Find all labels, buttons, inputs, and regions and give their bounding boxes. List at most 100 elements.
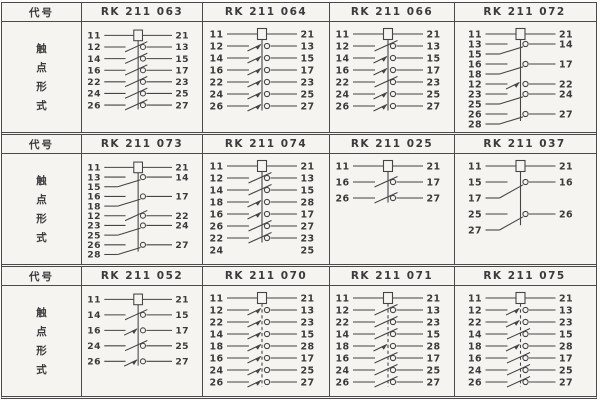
model-header-rk-211-070: RK 211 070 [202, 267, 329, 285]
terminal-number: 11 [209, 161, 223, 172]
terminal-number: 17 [559, 59, 573, 70]
changeover-contact-row: 16 17 18 [468, 59, 573, 80]
nc-contact-row: 22 23 [335, 75, 440, 88]
terminal-number: 17 [559, 353, 573, 364]
no-contact-row: 16 17 [209, 209, 314, 220]
nc-contact-row: 26 27 [468, 375, 573, 388]
contact-diagram-svg: 11 21 15 16 17 25 26 27 [468, 159, 573, 236]
terminal-number: 13 [175, 42, 189, 53]
terminal-number: 18 [335, 341, 349, 352]
terminal-number: 17 [175, 192, 189, 203]
contact-diagram-rk-211-071: 11 21 12 13 22 23 14 15 18 28 16 17 24 25 26 27 [329, 286, 454, 396]
terminal-number: 21 [427, 293, 441, 304]
terminal-number: 25 [87, 230, 101, 241]
terminal-number: 26 [209, 221, 223, 232]
nc-contact-row: 14 15 [468, 327, 573, 340]
nc-contact-row: 16 17 [335, 175, 440, 188]
terminal-number: 15 [468, 177, 482, 188]
terminal-number: 21 [301, 293, 315, 304]
terminal-number: 25 [301, 365, 315, 376]
terminal-number: 26 [468, 377, 482, 388]
terminal-number: 16 [335, 65, 349, 76]
contact-diagram-rk-211-066: 11 21 12 13 14 15 16 17 22 23 24 25 26 27 [329, 22, 454, 132]
terminal-number: 27 [559, 109, 573, 120]
terminal-number: 27 [301, 377, 315, 388]
changeover-contact-row: 26 27 28 [468, 109, 573, 130]
terminal-number: 11 [468, 161, 482, 172]
terminal-number: 21 [301, 161, 315, 172]
no-contact-row: 24 25 [335, 89, 440, 100]
nc-contact-row: 26 27 [209, 219, 314, 232]
terminal-number: 18 [209, 341, 223, 352]
terminal-number: 22 [209, 77, 223, 88]
changeover-contact-row: 26 27 28 [87, 240, 188, 261]
terminal-number: 24 [209, 365, 223, 376]
no-contact-row: 22 23 [209, 77, 314, 88]
terminal-number: 12 [87, 42, 101, 53]
terminal-number: 21 [175, 163, 189, 174]
no-contact-row: 22 23 [209, 317, 314, 328]
changeover-contact-row: 15 16 17 [468, 177, 573, 204]
terminal-number: 18 [87, 201, 101, 212]
coil-row: 11 21 [209, 27, 314, 40]
terminal-number: 21 [175, 295, 189, 306]
terminal-number: 27 [559, 377, 573, 388]
terminal-number: 11 [209, 293, 223, 304]
nc-contact-row: 24 25 [468, 363, 573, 376]
model-header-rk-211-063: RK 211 063 [81, 3, 202, 21]
coil-row: 11 21 [468, 159, 573, 172]
terminal-number: 27 [427, 377, 441, 388]
terminal-number: 25 [468, 209, 482, 220]
no-contact-row: 18 28 [335, 341, 440, 352]
contact-diagram-rk-211-075: 11 21 12 13 22 23 14 15 18 28 16 17 24 25 26 27 [454, 286, 594, 396]
terminal-number: 26 [335, 101, 349, 112]
terminal-number: 22 [209, 233, 223, 244]
nc-contact-row: 12 13 [209, 171, 315, 184]
model-header-rk-211-074: RK 211 074 [202, 135, 329, 153]
terminal-number: 25 [301, 245, 315, 256]
changeover-contact-row: 23 24 25 [468, 89, 573, 110]
terminal-number: 13 [427, 41, 441, 52]
terminal-number: 27 [301, 101, 315, 112]
nc-contact-row: 12 13 [335, 303, 440, 316]
contact-form-label: 触点形式 [36, 307, 47, 376]
terminal-number: 14 [209, 53, 223, 64]
contact-diagram-rk-211-064: 11 21 12 13 14 15 16 17 22 23 24 25 26 27 [202, 22, 329, 132]
terminal-number: 16 [87, 192, 101, 203]
code-header-label: 代号 [29, 6, 54, 19]
nc-contact-row: 12 13 [335, 39, 441, 52]
terminal-number: 23 [468, 89, 482, 100]
terminal-number: 13 [559, 305, 573, 316]
coil-row: 11 21 [468, 291, 573, 304]
model-header-rk-211-075: RK 211 075 [454, 267, 594, 285]
terminal-number: 22 [335, 317, 349, 328]
no-contact-row: 18 28 [468, 341, 573, 352]
nc-contact-row: 26 27 [335, 375, 441, 388]
model-header-rk-211-073: RK 211 073 [81, 135, 202, 153]
no-contact-row: 26 27 [209, 101, 314, 112]
terminal-number: 26 [335, 193, 349, 204]
terminal-number: 16 [468, 353, 482, 364]
terminal-number: 15 [427, 53, 441, 64]
terminal-number: 25 [301, 89, 315, 100]
terminal-number: 28 [559, 341, 573, 352]
terminal-number: 18 [468, 69, 482, 80]
terminal-number: 12 [87, 211, 101, 222]
contact-diagram-rk-211-070: 11 21 12 13 22 23 14 15 18 28 16 17 24 25 26 27 [202, 286, 329, 396]
contact-diagram-rk-211-063: 11 21 12 13 14 15 16 17 22 23 24 25 26 27 [81, 22, 202, 132]
terminal-number: 28 [87, 250, 101, 261]
contact-form-label: 触点形式 [36, 175, 47, 244]
terminal-number: 26 [468, 109, 482, 120]
nc-contact-row: 14 15 [209, 183, 314, 196]
terminal-number: 16 [87, 326, 101, 337]
terminal-number: 17 [301, 209, 315, 220]
changeover-contact-row: 25 26 27 [468, 209, 573, 236]
terminal-number: 14 [468, 329, 482, 340]
terminal-number: 14 [335, 53, 349, 64]
terminal-number: 13 [301, 173, 315, 184]
